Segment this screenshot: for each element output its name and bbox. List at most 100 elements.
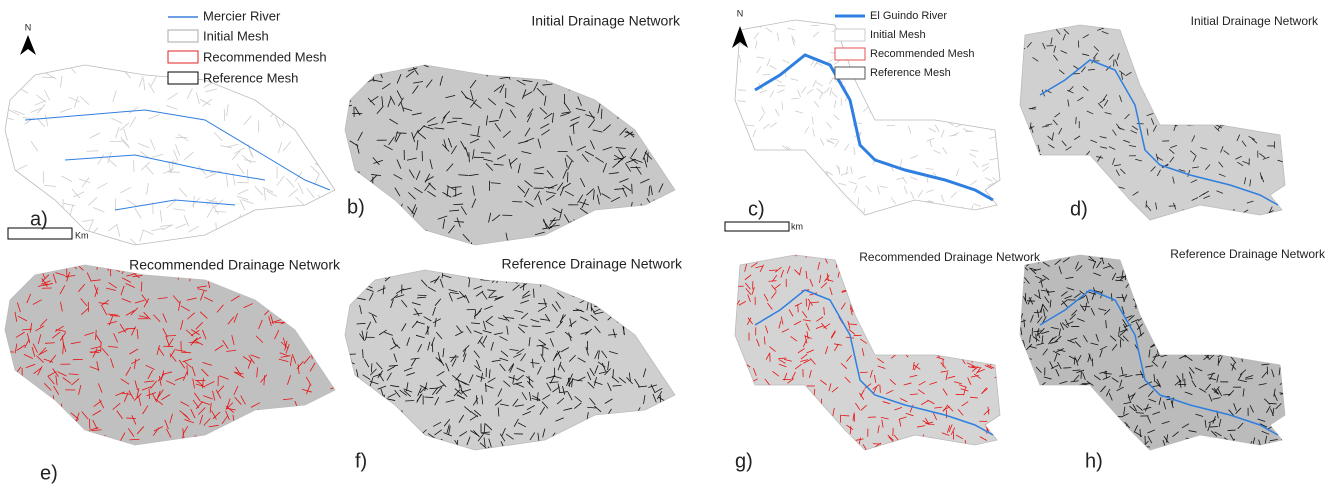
channel	[650, 185, 653, 196]
channel	[462, 353, 467, 363]
channel	[389, 95, 396, 105]
channel	[1233, 403, 1237, 411]
channel	[473, 285, 483, 290]
channel	[539, 107, 548, 115]
channel	[991, 95, 996, 104]
channel	[1181, 290, 1190, 294]
channel	[1194, 261, 1203, 266]
channel	[17, 439, 26, 445]
channel	[613, 157, 624, 160]
channel	[101, 348, 109, 357]
channel	[562, 385, 566, 395]
channel	[24, 260, 33, 264]
channel	[1021, 152, 1025, 159]
channel	[292, 102, 299, 115]
channel	[977, 52, 985, 58]
channel	[1167, 331, 1176, 335]
channel	[764, 378, 771, 386]
channel	[1127, 394, 1131, 403]
channel	[555, 417, 564, 422]
channel	[763, 336, 766, 345]
channel	[372, 79, 383, 83]
channel	[939, 271, 944, 280]
channel	[1257, 418, 1266, 422]
channel	[1147, 429, 1156, 434]
channel	[1223, 344, 1231, 351]
channel	[551, 112, 554, 123]
channel	[533, 82, 539, 92]
channel	[765, 27, 773, 33]
channel	[658, 147, 669, 150]
channel	[1269, 439, 1278, 442]
channel	[877, 365, 886, 369]
channel	[929, 84, 934, 92]
channel	[1055, 368, 1060, 377]
channel	[1168, 113, 1171, 121]
channel	[1266, 97, 1273, 103]
channel	[454, 243, 461, 245]
channel	[395, 133, 401, 143]
channel	[396, 246, 406, 249]
channel	[591, 291, 600, 298]
channel	[1238, 340, 1243, 349]
channel	[447, 120, 458, 124]
channel	[185, 329, 194, 337]
north-arrow	[20, 35, 36, 55]
channel	[860, 404, 867, 411]
channel	[1235, 155, 1242, 160]
channel	[175, 144, 181, 156]
channel	[352, 245, 356, 254]
channel	[824, 346, 829, 355]
channel	[1209, 318, 1216, 326]
channel	[791, 371, 796, 380]
channel	[391, 337, 397, 346]
channel	[297, 407, 304, 417]
channel	[877, 290, 881, 299]
channel	[1199, 388, 1207, 393]
channel	[559, 363, 566, 372]
channel	[1276, 263, 1283, 270]
channel	[1150, 118, 1155, 125]
channel	[785, 172, 791, 180]
channel	[927, 317, 935, 324]
channel	[1136, 404, 1143, 411]
channel	[1328, 52, 1332, 58]
channel	[1281, 199, 1285, 204]
channel	[1251, 138, 1258, 144]
channel	[437, 215, 448, 220]
channel	[387, 97, 392, 108]
channel	[1083, 335, 1088, 343]
channel	[1300, 111, 1305, 116]
channel	[183, 360, 192, 368]
channel	[627, 292, 635, 300]
channel	[621, 247, 629, 253]
channel	[1076, 354, 1082, 363]
channel	[1297, 121, 1299, 128]
channel	[1166, 222, 1173, 225]
channel	[537, 306, 546, 312]
channel	[450, 354, 457, 363]
channel	[1135, 374, 1144, 376]
channel	[1290, 397, 1298, 398]
channel	[1053, 166, 1054, 174]
channel	[1243, 325, 1252, 328]
channel	[805, 403, 810, 412]
channel	[536, 392, 539, 402]
channel	[579, 232, 589, 239]
channel	[573, 221, 584, 228]
channel	[1165, 434, 1169, 443]
channel	[473, 310, 482, 318]
channel	[984, 365, 993, 369]
channel	[1217, 342, 1219, 351]
channel	[1173, 124, 1177, 132]
channel	[780, 269, 784, 278]
channel	[994, 42, 998, 50]
channel	[7, 265, 15, 273]
channel	[44, 383, 52, 391]
channel	[602, 124, 611, 132]
channel	[1305, 126, 1309, 132]
channel	[1145, 365, 1154, 368]
channel	[1027, 404, 1034, 408]
channel	[1287, 186, 1292, 191]
channel	[666, 291, 675, 295]
